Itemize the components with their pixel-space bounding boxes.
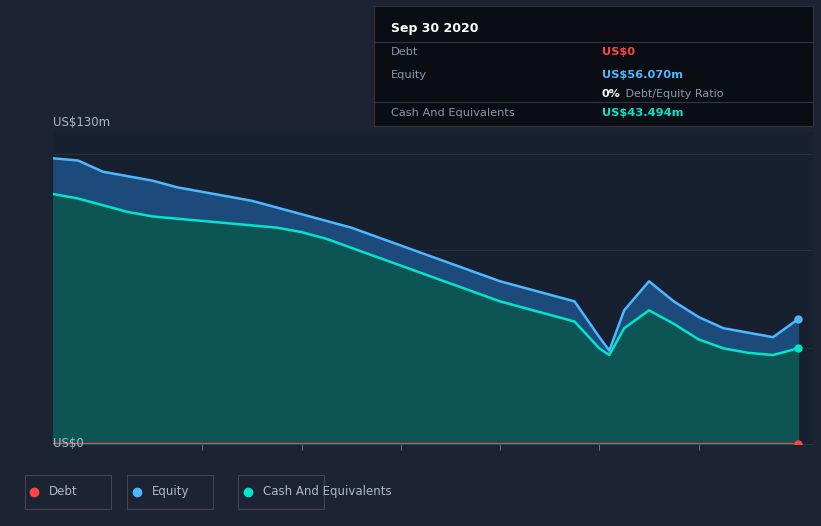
Text: US$43.494m: US$43.494m	[602, 108, 683, 118]
Text: Debt: Debt	[49, 485, 78, 498]
FancyBboxPatch shape	[25, 474, 111, 509]
Text: Debt: Debt	[391, 47, 419, 57]
Text: Debt/Equity Ratio: Debt/Equity Ratio	[621, 89, 723, 99]
Text: US$0: US$0	[53, 437, 84, 450]
FancyBboxPatch shape	[127, 474, 213, 509]
Text: US$130m: US$130m	[53, 116, 111, 129]
Text: 0%: 0%	[602, 89, 621, 99]
Text: US$0: US$0	[602, 47, 635, 57]
Text: Cash And Equivalents: Cash And Equivalents	[263, 485, 392, 498]
FancyBboxPatch shape	[238, 474, 324, 509]
Text: Equity: Equity	[391, 70, 427, 80]
Text: Cash And Equivalents: Cash And Equivalents	[391, 108, 515, 118]
Text: Equity: Equity	[152, 485, 190, 498]
Text: US$56.070m: US$56.070m	[602, 70, 683, 80]
Text: Sep 30 2020: Sep 30 2020	[391, 22, 479, 35]
